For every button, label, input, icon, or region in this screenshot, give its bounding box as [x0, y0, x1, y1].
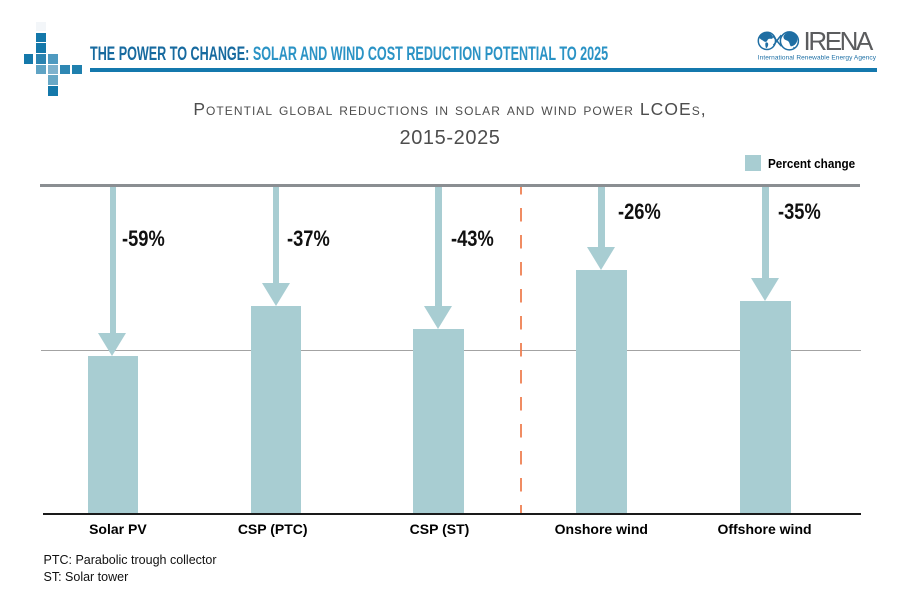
svg-text:International Renewable Energy: International Renewable Energy Agency	[758, 55, 877, 62]
svg-text:IRENA: IRENA	[804, 28, 875, 56]
